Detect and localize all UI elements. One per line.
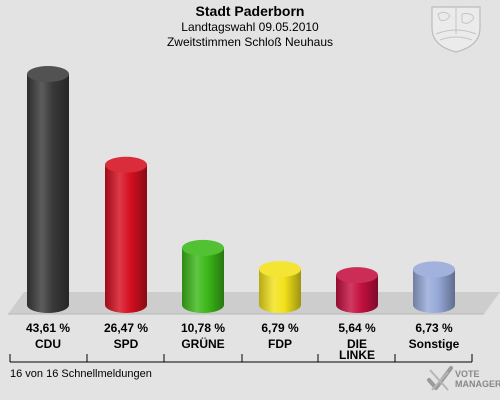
chart-subtitle-date: Landtagswahl 09.05.2010 <box>181 20 319 34</box>
value-label-fdp: 6,79 % <box>261 321 299 335</box>
chart-title: Stadt Paderborn <box>195 3 305 19</box>
value-label-grüne: 10,78 % <box>181 321 225 335</box>
bar-spd <box>105 156 147 313</box>
bar-cdu <box>27 66 69 313</box>
category-label-grüne: GRÜNE <box>181 336 224 351</box>
chart-header: Stadt Paderborn Landtagswahl 09.05.2010 … <box>0 3 500 50</box>
vote-manager-line2: MANAGER <box>455 379 500 389</box>
value-label-cdu: 43,61 % <box>26 321 70 335</box>
footer-note: 16 von 16 Schnellmeldungen <box>10 368 152 380</box>
value-label-die-linke: 5,64 % <box>338 321 376 335</box>
category-label-spd: SPD <box>114 337 139 351</box>
category-label-fdp: FDP <box>268 337 292 351</box>
category-label-cdu: CDU <box>35 337 61 351</box>
bar-fdp <box>259 261 301 313</box>
bar-sonstige <box>413 261 455 313</box>
coat-of-arms-icon <box>431 6 481 53</box>
bar-grüne <box>182 239 224 313</box>
vote-manager-line1: VOTE <box>455 369 480 379</box>
bar-die-linke <box>336 267 378 313</box>
value-label-spd: 26,47 % <box>104 321 148 335</box>
chart-subtitle-area: Zweitstimmen Schloß Neuhaus <box>166 35 334 49</box>
vote-manager-logo-icon <box>427 366 453 391</box>
vote-manager-wordmark: VOTE MANAGER <box>455 369 500 389</box>
category-label-die-linke-line1: DIE <box>347 337 367 351</box>
category-label-die-linke-line2: LINKE <box>339 348 375 362</box>
value-label-sonstige: 6,73 % <box>415 321 453 335</box>
category-label-sonstige: Sonstige <box>409 337 460 351</box>
